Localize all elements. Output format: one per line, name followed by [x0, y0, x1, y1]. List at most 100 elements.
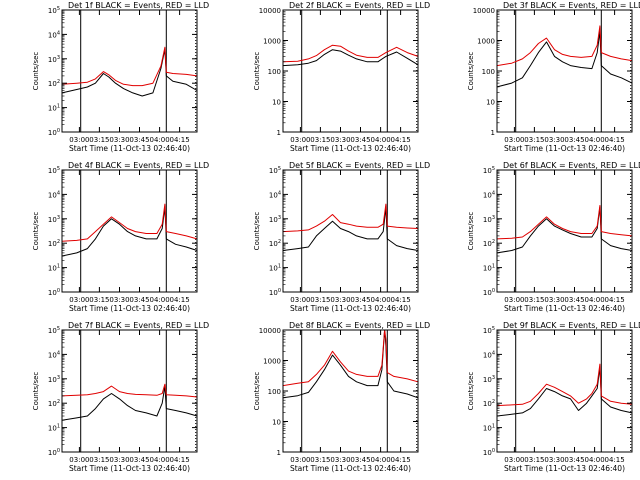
plot-frame — [282, 169, 419, 293]
x-tick-label: 03:45 — [564, 136, 584, 144]
panel-3: Det 3f BLACK = Events, RED = LLD 1 10 100 10… — [467, 1, 640, 153]
y-tick-label: 103 — [48, 215, 60, 224]
y-axis-label: Counts/sec — [467, 212, 475, 251]
x-tick-label: 03:15 — [524, 136, 544, 144]
chart-title: Det 3f BLACK = Events, RED = LLD — [503, 1, 640, 10]
y-tick-label: 10 — [272, 99, 281, 107]
x-tick-label: 04:00 — [150, 296, 170, 304]
chart-title: Det 8f BLACK = Events, RED = LLD — [289, 321, 430, 330]
series-line-lld — [496, 25, 633, 67]
x-tick-label: 04:15 — [391, 136, 411, 144]
y-tick-label: 101 — [483, 424, 495, 433]
x-tick-label: 03:30 — [330, 456, 350, 464]
y-tick-label: 105 — [483, 326, 495, 335]
x-axis-label: Start Time (11-Oct-13 02:46:40) — [290, 304, 411, 313]
y-tick-label: 100 — [268, 388, 281, 396]
y-axis-label: Counts/sec — [467, 52, 475, 91]
x-tick-label: 04:00 — [585, 296, 605, 304]
x-tick-label: 04:15 — [391, 456, 411, 464]
y-tick-label: 10 — [486, 99, 495, 107]
x-tick-label: 03:30 — [544, 136, 564, 144]
x-tick-label: 04:15 — [170, 296, 190, 304]
plot-frame — [61, 169, 198, 293]
plot-frame — [61, 9, 198, 133]
plot-frame — [282, 9, 419, 133]
y-tick-label: 10000 — [259, 7, 281, 15]
y-tick-label: 101 — [48, 424, 60, 433]
x-tick-label: 03:00 — [69, 136, 89, 144]
series-line-events — [496, 206, 633, 254]
x-tick-label: 04:00 — [371, 296, 391, 304]
x-tick-label: 03:15 — [310, 296, 330, 304]
y-axis-label: Counts/sec — [32, 52, 40, 91]
plot-frame — [496, 9, 633, 133]
panel-1: Det 1f BLACK = Events, RED = LLD 100 101 10… — [32, 1, 209, 153]
panel-8: Det 8f BLACK = Events, RED = LLD 1 10 100 10… — [253, 321, 430, 473]
y-tick-label: 103 — [269, 215, 281, 224]
x-tick-label: 04:15 — [170, 456, 190, 464]
y-tick-label: 100 — [48, 448, 60, 457]
y-tick-label: 100 — [48, 288, 60, 297]
x-tick-label: 04:00 — [150, 136, 170, 144]
x-tick-label: 03:30 — [109, 456, 129, 464]
y-tick-label: 1000 — [477, 38, 495, 46]
x-tick-label: 04:00 — [150, 456, 170, 464]
chart-title: Det 1f BLACK = Events, RED = LLD — [68, 1, 209, 10]
x-axis-label: Start Time (11-Oct-13 02:46:40) — [290, 144, 411, 153]
x-tick-label: 03:45 — [350, 136, 370, 144]
y-tick-label: 103 — [48, 55, 60, 64]
y-tick-label: 1 — [277, 449, 281, 457]
x-tick-label: 03:30 — [109, 136, 129, 144]
x-tick-label: 03:00 — [504, 456, 524, 464]
plot-frame — [496, 329, 633, 453]
y-tick-label: 102 — [483, 239, 495, 248]
y-tick-label: 105 — [483, 166, 495, 175]
x-tick-label: 03:15 — [310, 136, 330, 144]
x-tick-label: 04:15 — [605, 296, 625, 304]
y-tick-label: 100 — [482, 68, 495, 76]
series-line-events — [61, 206, 198, 257]
chart-title: Det 9f BLACK = Events, RED = LLD — [503, 321, 640, 330]
x-tick-label: 03:30 — [330, 296, 350, 304]
y-axis-label: Counts/sec — [32, 372, 40, 411]
series-line-lld — [496, 205, 633, 240]
y-tick-label: 1000 — [263, 358, 281, 366]
y-axis-label: Counts/sec — [253, 372, 261, 411]
x-tick-label: 03:45 — [564, 296, 584, 304]
x-tick-label: 03:00 — [504, 136, 524, 144]
x-tick-label: 03:15 — [89, 136, 109, 144]
x-tick-label: 03:45 — [564, 456, 584, 464]
y-tick-label: 103 — [48, 375, 60, 384]
y-tick-label: 100 — [483, 448, 495, 457]
x-tick-label: 04:00 — [371, 136, 391, 144]
x-tick-label: 04:15 — [170, 136, 190, 144]
x-tick-label: 04:00 — [371, 456, 391, 464]
x-axis-label: Start Time (11-Oct-13 02:46:40) — [69, 144, 190, 153]
series-line-lld — [61, 46, 198, 87]
x-tick-label: 03:15 — [89, 456, 109, 464]
y-tick-label: 104 — [48, 350, 60, 359]
y-tick-label: 1000 — [263, 38, 281, 46]
x-tick-label: 03:00 — [290, 456, 310, 464]
y-tick-label: 104 — [483, 350, 495, 359]
chart-title: Det 2f BLACK = Events, RED = LLD — [289, 1, 430, 10]
y-tick-label: 103 — [483, 375, 495, 384]
y-tick-label: 105 — [48, 166, 60, 175]
x-tick-label: 03:15 — [89, 296, 109, 304]
x-axis-label: Start Time (11-Oct-13 02:46:40) — [290, 464, 411, 473]
x-tick-label: 03:15 — [310, 456, 330, 464]
y-tick-label: 1 — [491, 129, 495, 137]
y-tick-label: 101 — [269, 264, 281, 273]
y-tick-label: 10000 — [473, 7, 495, 15]
chart-title: Det 4f BLACK = Events, RED = LLD — [68, 161, 209, 170]
y-axis-label: Counts/sec — [253, 52, 261, 91]
y-tick-label: 10 — [272, 419, 281, 427]
y-tick-label: 105 — [48, 6, 60, 15]
x-axis-label: Start Time (11-Oct-13 02:46:40) — [504, 464, 625, 473]
y-axis-label: Counts/sec — [32, 212, 40, 251]
y-tick-label: 100 — [268, 68, 281, 76]
y-tick-label: 105 — [48, 326, 60, 335]
plot-frame — [496, 169, 633, 293]
y-tick-label: 101 — [48, 264, 60, 273]
